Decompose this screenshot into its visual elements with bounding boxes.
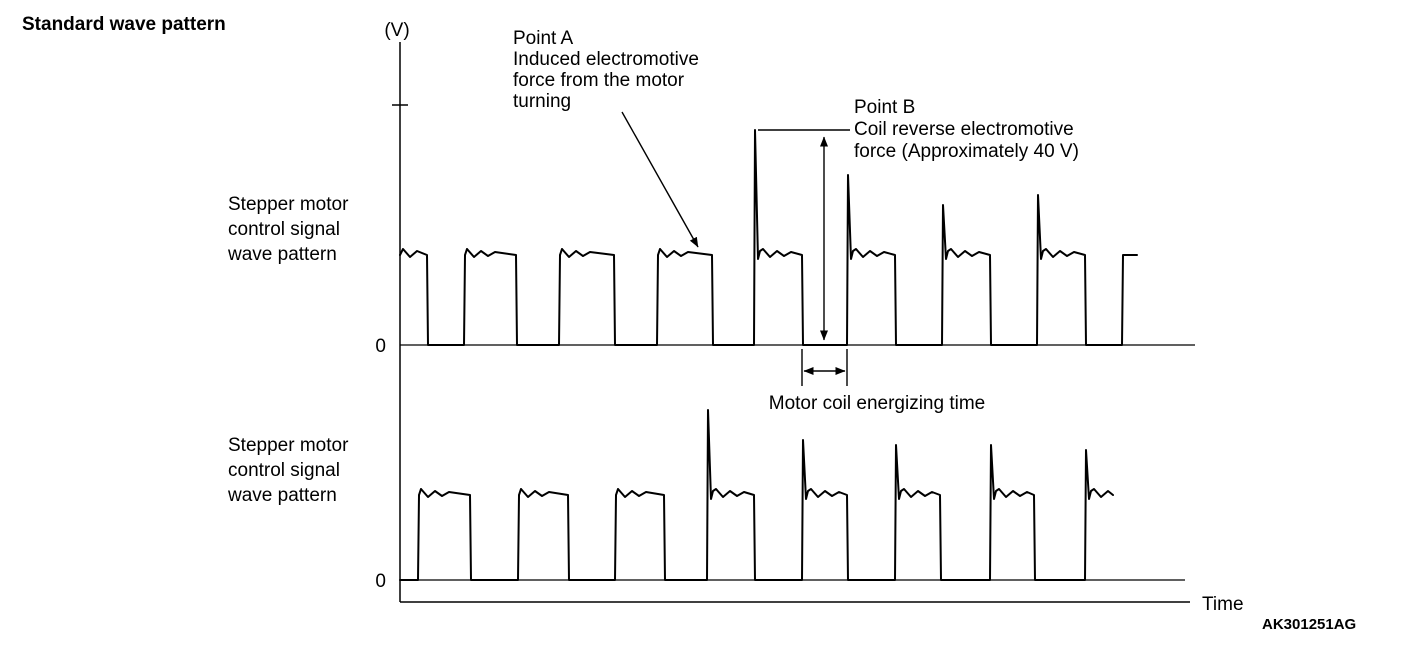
figure-code: AK301251AG xyxy=(1262,616,1356,633)
point-a-label-line-4: turning xyxy=(513,91,571,112)
point-a-arrow xyxy=(621,111,699,248)
lower-waveform-label-line-2: control signal xyxy=(228,460,340,481)
point-b-label-line-3: force (Approximately 40 V) xyxy=(854,141,1079,162)
v-axis-unit-label: (V) xyxy=(384,20,409,41)
upper-waveform-trace xyxy=(399,129,1138,346)
point-a-label-line-2: Induced electromotive xyxy=(513,49,699,70)
figure-title: Standard wave pattern xyxy=(22,14,226,35)
energizing-time-label: Motor coil energizing time xyxy=(769,393,985,414)
point-a-label-line-1: Point A xyxy=(513,28,574,49)
upper-waveform-label-line-1: Stepper motor xyxy=(228,194,349,215)
lower-waveform-trace xyxy=(399,409,1114,581)
point-b-label-line-1: Point B xyxy=(854,97,915,118)
point-b-label-line-2: Coil reverse electromotive xyxy=(854,119,1074,140)
lower-zero-label: 0 xyxy=(375,571,386,592)
lower-waveform-label-line-3: wave pattern xyxy=(227,485,337,506)
upper-zero-label: 0 xyxy=(375,336,386,357)
time-axis-label: Time xyxy=(1202,594,1244,615)
point-a-label-line-3: force from the motor xyxy=(513,70,685,91)
lower-waveform-label-line-1: Stepper motor xyxy=(228,435,349,456)
upper-waveform-label-line-3: wave pattern xyxy=(227,244,337,265)
upper-waveform-label-line-2: control signal xyxy=(228,219,340,240)
